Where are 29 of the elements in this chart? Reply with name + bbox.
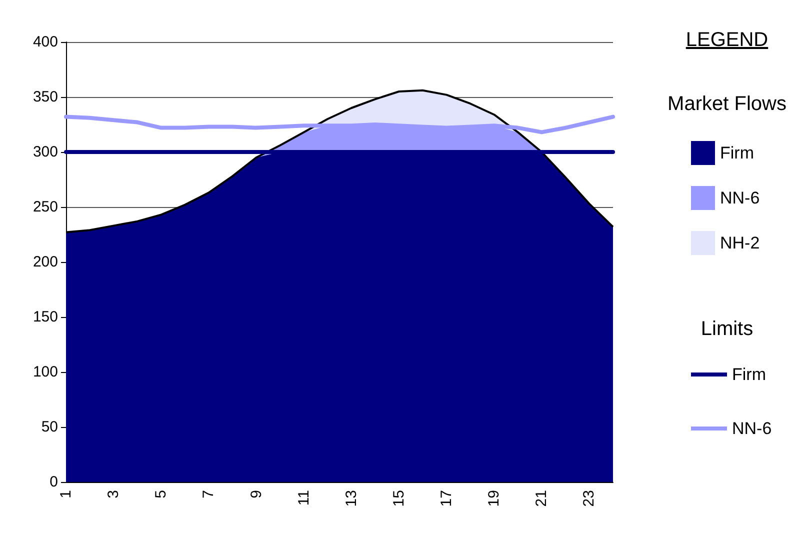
x-tick-label: 11 (295, 490, 312, 506)
y-tick-label: 300 (32, 144, 58, 160)
x-tick-label: 13 (342, 490, 360, 507)
y-tick-label: 400 (32, 34, 58, 50)
legend-title: LEGEND (684, 29, 770, 52)
y-tick-label: 50 (41, 418, 58, 436)
y-tick-label: 200 (32, 254, 58, 270)
x-tick-label: 9 (248, 490, 265, 498)
y-tick-label: 350 (32, 88, 58, 106)
legend-label: Firm (732, 365, 766, 384)
y-tick-label: 250 (32, 198, 58, 216)
y-tick-label: 100 (32, 364, 58, 380)
x-tick-label: 5 (152, 490, 170, 498)
x-tick-label: 21 (533, 490, 550, 507)
x-tick-label: 17 (438, 490, 456, 507)
legend-label: NN-6 (720, 188, 760, 208)
y-tick-label: 150 (32, 308, 58, 326)
x-tick-label: 7 (200, 490, 218, 498)
x-tick-label: 19 (486, 490, 503, 507)
x-tick-label: 3 (105, 490, 122, 498)
x-tick-label: 1 (58, 490, 74, 498)
legend-label: Firm (720, 144, 754, 162)
text: Limits (700, 318, 754, 341)
x-tick-label: 23 (580, 490, 598, 507)
x-tick-label: 15 (390, 490, 408, 507)
text: Market Flows (666, 93, 788, 116)
legend-label: NN-6 (732, 419, 772, 438)
y-tick-label: 0 (50, 474, 58, 490)
legend-label: NH-2 (720, 234, 760, 252)
